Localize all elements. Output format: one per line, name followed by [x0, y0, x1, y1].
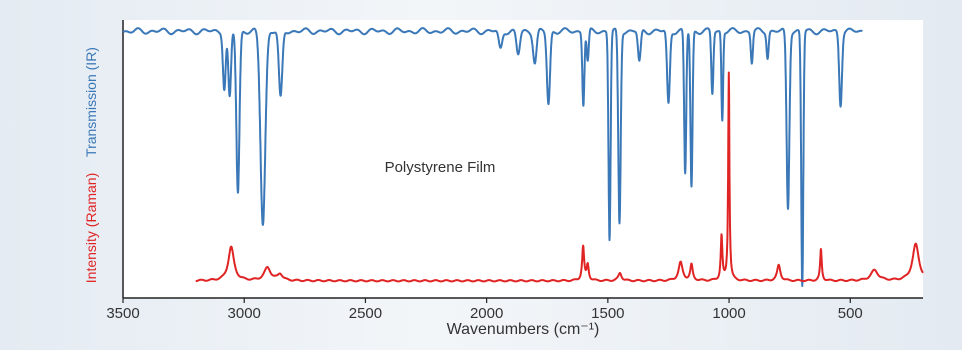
- x-ticks: 3500 3000 2500 2000 1500 1000 500: [106, 298, 863, 322]
- x-tick-label: 1000: [712, 305, 745, 322]
- ir-transmission-line: [122, 27, 864, 287]
- y-axis-title-ir: Transmission (IR): [83, 47, 99, 157]
- x-tick-label: 500: [838, 305, 863, 322]
- x-tick-label: 1500: [591, 305, 624, 322]
- x-axis-title: Wavenumbers (cm⁻¹): [447, 321, 600, 338]
- x-tick-label: 2500: [349, 305, 382, 322]
- series-layer: [122, 27, 924, 287]
- y-axis-title-raman: Intensity (Raman): [83, 173, 99, 283]
- chart-annotation: Polystyrene Film: [385, 159, 496, 176]
- x-tick-label: 2000: [470, 305, 503, 322]
- x-tick-label: 3500: [106, 305, 139, 322]
- raman-intensity-line: [195, 71, 924, 283]
- x-tick-label: 3000: [228, 305, 261, 322]
